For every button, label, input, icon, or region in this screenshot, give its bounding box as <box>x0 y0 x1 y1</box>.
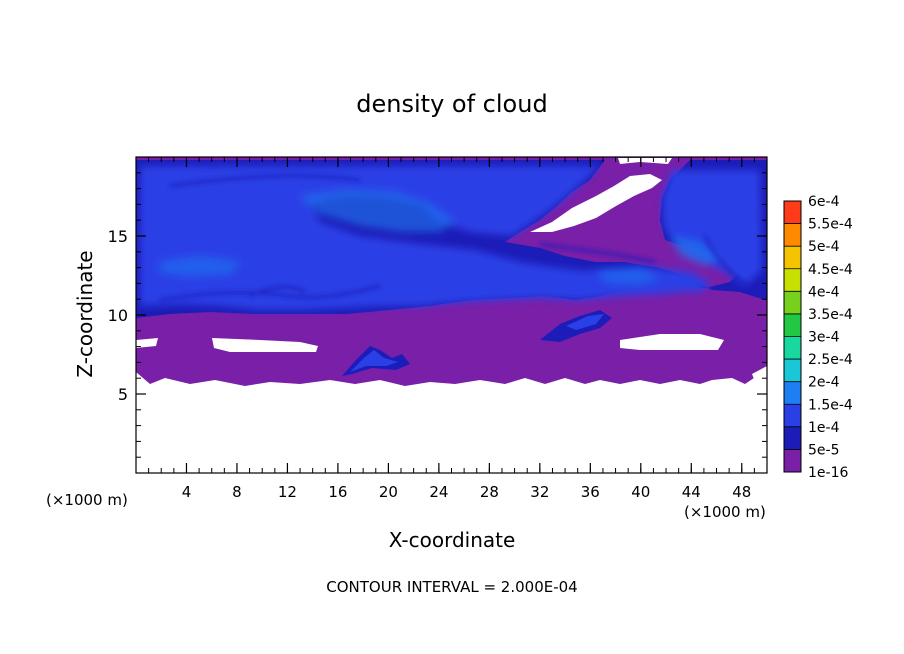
x-tick-labels: 4 8 12 16 20 24 28 32 36 40 44 48 <box>182 483 752 501</box>
colorbar-label: 5.5e-4 <box>808 217 853 233</box>
colorbar-label: 1e-16 <box>808 465 848 481</box>
x-tick-label: 32 <box>530 483 549 501</box>
colorbar-label: 1.5e-4 <box>808 397 853 413</box>
y-axis-label: Z-coordinate <box>73 250 97 377</box>
y-tick-label: 5 <box>118 385 128 404</box>
x-tick-label: 48 <box>732 483 751 501</box>
colorbar-label: 2.5e-4 <box>808 352 853 368</box>
colorbar: 1e-16 5e-5 1e-4 1.5e-4 2e-4 2.5e-4 3e-4 3.5e-4 4… <box>783 194 853 481</box>
y-tick-labels: 5 10 15 <box>108 227 128 404</box>
x-tick-label: 40 <box>631 483 650 501</box>
colorbar-label: 3e-4 <box>808 330 840 346</box>
x-tick-label: 24 <box>429 483 448 501</box>
x-tick-label: 12 <box>278 483 297 501</box>
colorbar-swatch <box>784 404 801 427</box>
y-tick-label: 10 <box>108 306 128 325</box>
colorbar-swatch <box>784 268 801 292</box>
colorbar-swatch <box>784 381 801 405</box>
colorbar-label: 5e-4 <box>808 239 840 255</box>
contour-interval-note: CONTOUR INTERVAL = 2.000E-04 <box>326 578 577 596</box>
colorbar-label: 4.5e-4 <box>808 262 853 278</box>
colorbar-swatch <box>784 246 801 269</box>
x-tick-label: 44 <box>682 483 701 501</box>
colorbar-label: 4e-4 <box>808 284 840 300</box>
colorbar-label: 6e-4 <box>808 194 840 210</box>
axis-ticks <box>136 157 767 473</box>
colorbar-label: 1e-4 <box>808 420 840 436</box>
x-tick-label: 28 <box>480 483 499 501</box>
colorbar-label: 3.5e-4 <box>808 307 853 323</box>
x-unit-label-left: (×1000 m) <box>46 491 128 509</box>
colorbar-swatch <box>784 426 801 450</box>
x-tick-label: 16 <box>328 483 347 501</box>
chart-title: density of cloud <box>356 90 547 118</box>
colorbar-swatch <box>784 336 801 360</box>
colorbar-swatch <box>784 223 801 247</box>
x-tick-label: 36 <box>581 483 600 501</box>
y-tick-label: 15 <box>108 227 128 246</box>
x-tick-label: 8 <box>232 483 242 501</box>
colorbar-label: 2e-4 <box>808 375 840 391</box>
x-axis-label: X-coordinate <box>389 528 516 552</box>
colorbar-swatch <box>784 313 801 337</box>
x-tick-label: 4 <box>182 483 192 501</box>
colorbar-swatch <box>784 201 801 224</box>
colorbar-swatch <box>784 291 801 314</box>
colorbar-label: 5e-5 <box>808 442 839 458</box>
x-unit-label-right: (×1000 m) <box>684 503 766 521</box>
colorbar-swatch <box>784 359 801 382</box>
colorbar-swatch <box>784 449 801 472</box>
heatmap-field <box>136 157 767 473</box>
x-tick-label: 20 <box>379 483 398 501</box>
